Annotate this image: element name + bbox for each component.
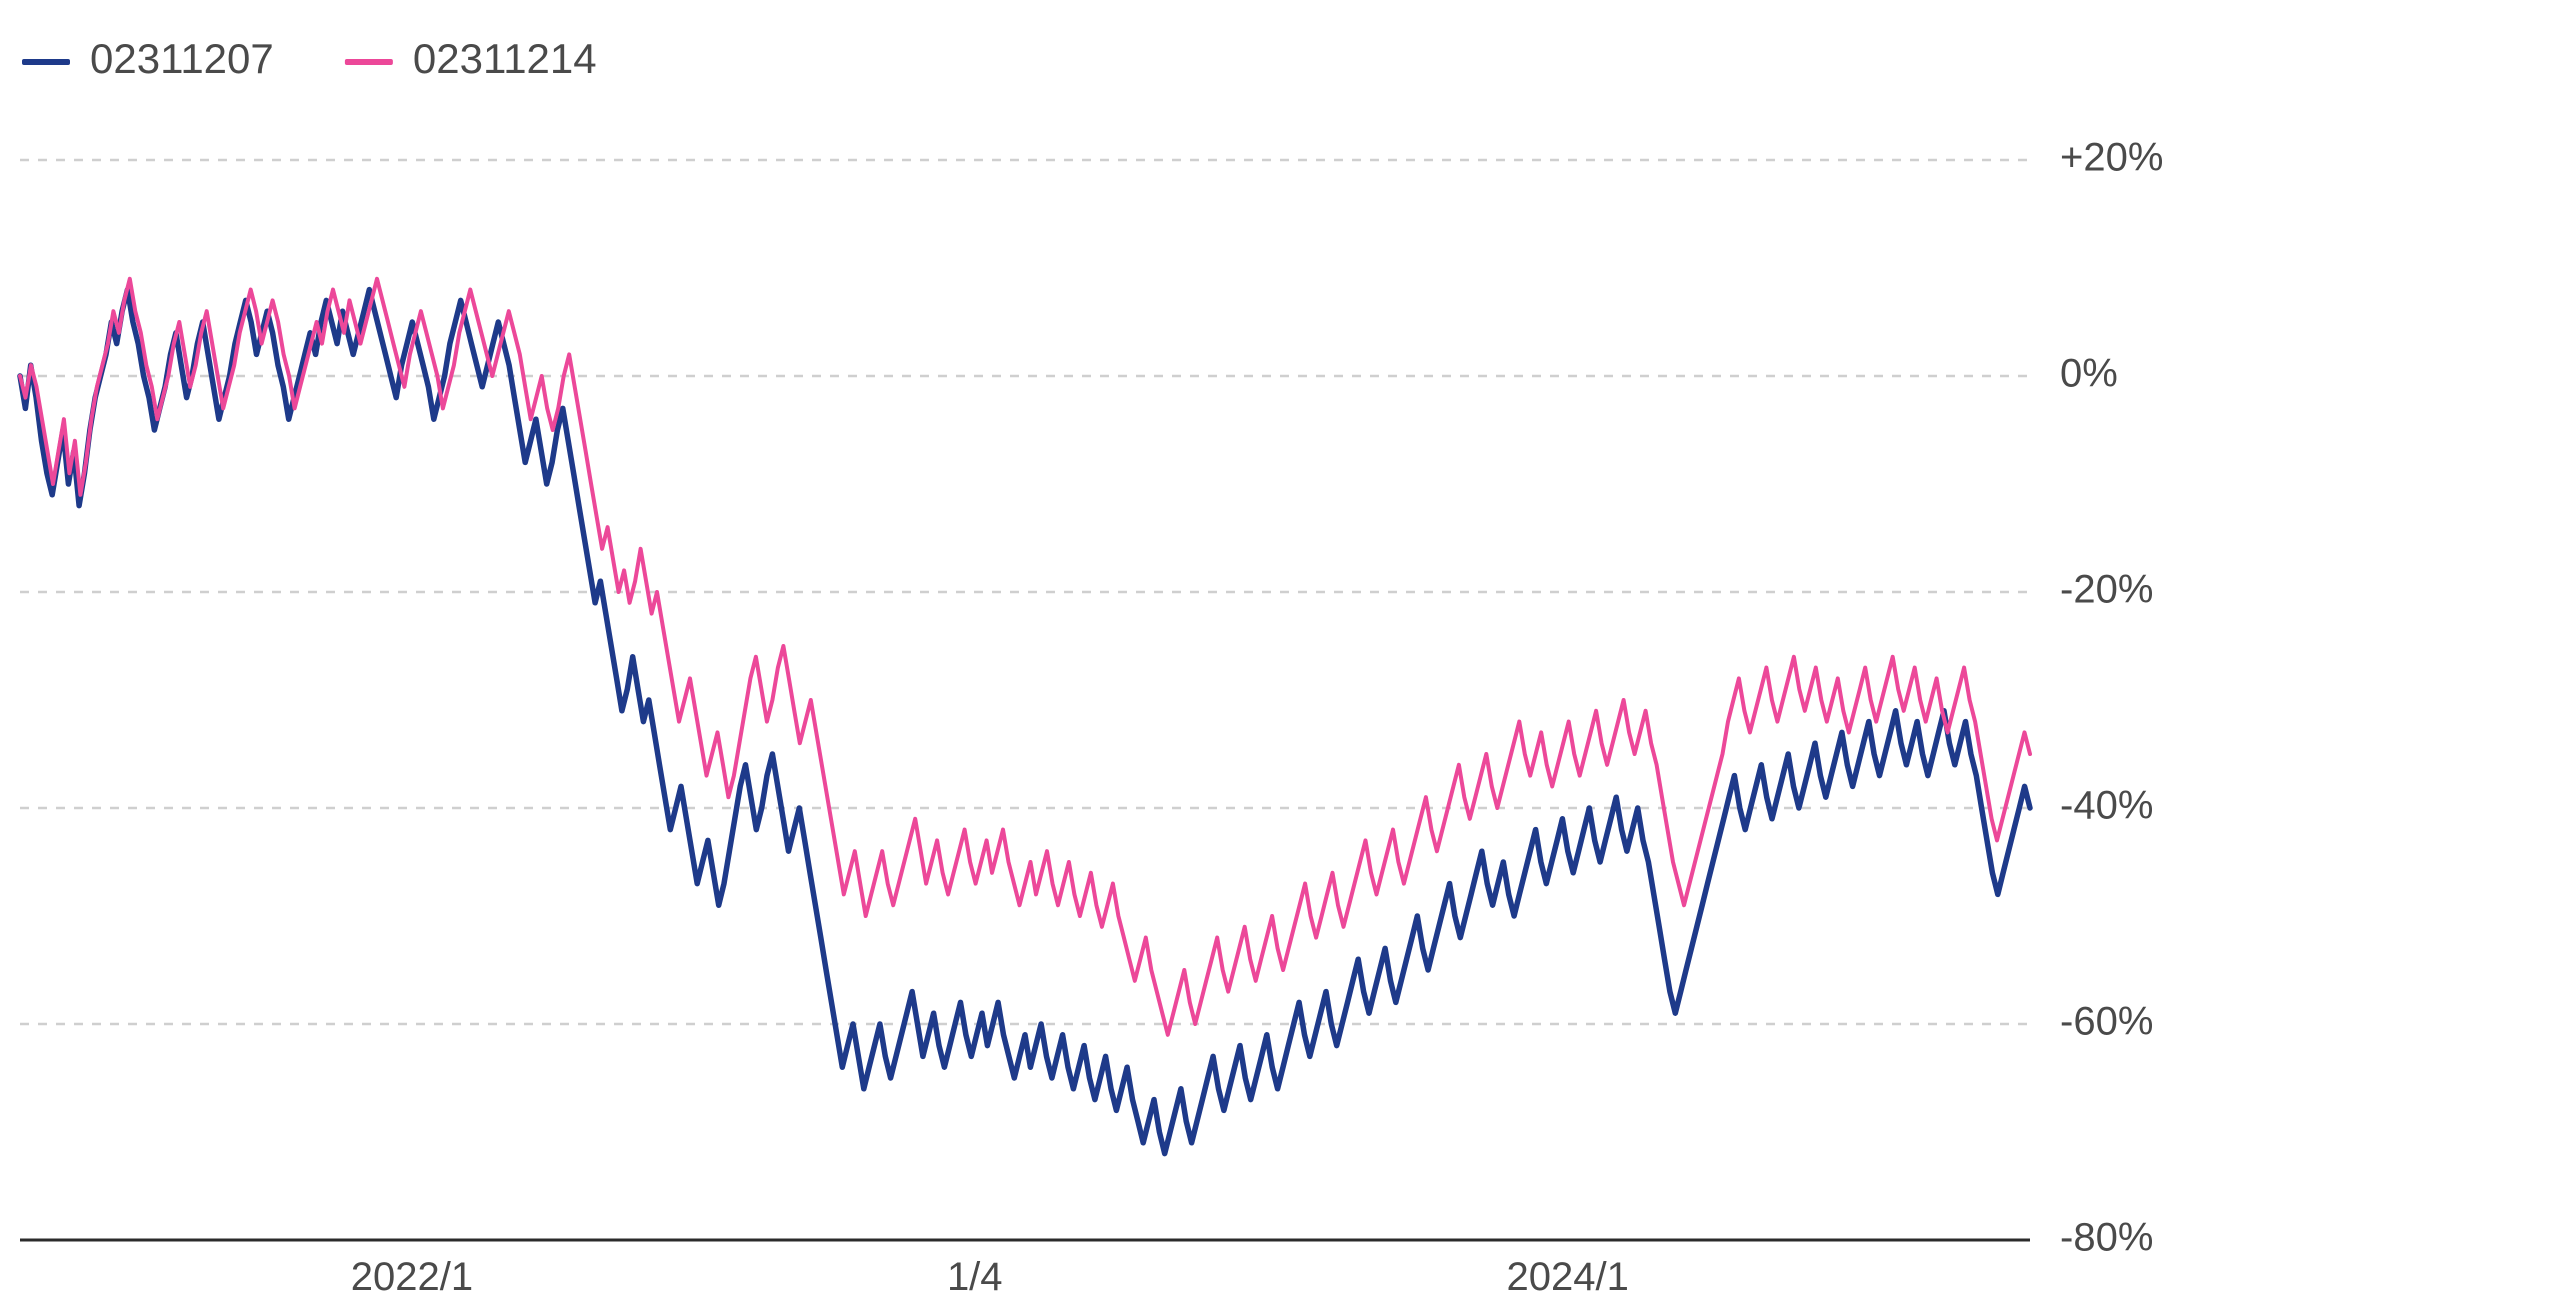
legend-label: 02311207 [90,35,274,82]
y-tick-label: -40% [2060,784,2153,828]
y-tick-label: -20% [2060,568,2153,612]
legend-swatch [345,59,393,65]
x-tick-label: 2024/1 [1507,1255,1629,1299]
y-tick-label: -80% [2060,1216,2153,1260]
legend-swatch [22,59,70,65]
legend-label: 02311214 [413,35,597,82]
x-tick-label: 2022/1 [351,1255,473,1299]
y-tick-label: 0% [2060,352,2118,396]
y-tick-label: +20% [2060,136,2163,180]
performance-chart: +20% 0% -20% -40% -60% -80% 2022/1 1/4 2024/1 023… [0,0,2560,1301]
y-tick-label: -60% [2060,1000,2153,1044]
x-tick-label: 1/4 [947,1255,1003,1299]
